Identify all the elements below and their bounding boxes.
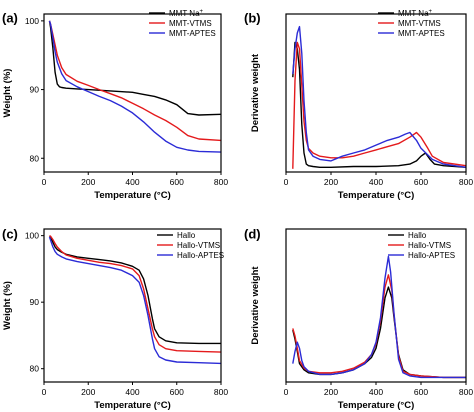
x-tick-label: 400 <box>369 387 383 397</box>
legend-label-sup: + <box>200 9 204 15</box>
y-tick-label: 90 <box>30 85 40 95</box>
series-line-2 <box>48 20 222 142</box>
x-tick-label: 200 <box>81 387 95 397</box>
series-line-1 <box>48 235 221 345</box>
y-tick-label: 100 <box>25 16 39 26</box>
legend-label-1: Hallo <box>177 231 196 240</box>
x-axis-title: Temperature (°C) <box>338 400 414 411</box>
series-line-3 <box>292 25 467 168</box>
legend-label-sup: + <box>429 9 433 15</box>
x-tick-label: 800 <box>459 387 473 397</box>
legend-label-1: Hallo <box>408 231 427 240</box>
y-tick-label: 90 <box>30 297 40 307</box>
legend-label-2: Hallo-VTMS <box>177 241 220 250</box>
x-tick-label: 800 <box>459 177 473 187</box>
x-axis-title: Temperature (°C) <box>338 190 414 201</box>
x-tick-label: 400 <box>369 177 383 187</box>
panel-c: (c) 0 200 400 600 800 80 90 100 Temperature (°C) W… <box>2 227 228 411</box>
legend-label-3: MMT-APTES <box>169 29 216 38</box>
x-tick-label: 0 <box>284 177 289 187</box>
x-tick-label: 600 <box>414 177 428 187</box>
x-tick-label: 200 <box>81 177 95 187</box>
x-tick-label: 0 <box>284 387 289 397</box>
x-tick-label: 0 <box>42 177 47 187</box>
y-tick-label: 80 <box>30 364 40 374</box>
x-tick-label: 600 <box>414 387 428 397</box>
y-axis-title: Weight (%) <box>2 281 13 330</box>
series-line-2 <box>292 41 467 169</box>
x-axis-title: Temperature (°C) <box>94 400 170 411</box>
y-tick-label: 80 <box>30 153 40 163</box>
legend-label-main: MMT Na <box>398 9 429 18</box>
panel-letter: (a) <box>2 11 18 26</box>
y-axis-title: Derivative weight <box>250 266 261 345</box>
x-tick-label: 800 <box>214 387 228 397</box>
series-line-1 <box>48 20 222 116</box>
panel-letter: (d) <box>244 227 261 242</box>
x-tick-label: 600 <box>170 177 184 187</box>
x-tick-label: 400 <box>125 177 139 187</box>
x-tick-label: 600 <box>170 387 184 397</box>
legend-label-2: MMT-VTMS <box>398 19 441 28</box>
legend-label-1: MMT Na+ <box>398 9 433 18</box>
x-tick-label: 0 <box>42 387 47 397</box>
legend-label-3: Hallo-APTES <box>177 251 224 260</box>
plot-area <box>292 255 466 379</box>
plot-area <box>48 235 222 365</box>
panel-letter: (c) <box>2 227 18 242</box>
panel-a: (a) 0 200 400 600 800 80 90 100 Temperature (°C) W… <box>2 9 228 201</box>
y-axis-title: Weight (%) <box>2 69 13 118</box>
plot-area <box>292 25 467 169</box>
x-tick-label: 400 <box>125 387 139 397</box>
y-axis-title: Derivative weight <box>250 53 261 132</box>
legend-label-3: MMT-APTES <box>398 29 445 38</box>
panel-d: (d) 0 200 400 600 800 Temperature (°C) Derivati… <box>244 227 473 411</box>
legend-label-2: Hallo-VTMS <box>408 241 451 250</box>
x-axis-title: Temperature (°C) <box>94 190 170 201</box>
series-line-1 <box>292 41 467 168</box>
series-line-3 <box>48 20 222 153</box>
plot-area <box>48 20 222 153</box>
x-tick-label: 800 <box>214 177 228 187</box>
panel-letter: (b) <box>244 11 261 26</box>
series-line-3 <box>292 255 466 379</box>
y-tick-label: 100 <box>25 231 39 241</box>
series-line-3 <box>48 236 222 365</box>
x-tick-label: 200 <box>324 177 338 187</box>
legend-label-3: Hallo-APTES <box>408 251 455 260</box>
legend-label-2: MMT-VTMS <box>169 19 212 28</box>
x-tick-label: 200 <box>324 387 338 397</box>
series-line-2 <box>49 235 222 353</box>
legend-label-1: MMT Na+ <box>169 9 204 18</box>
panel-b: (b) 0 200 400 600 800 Temperature (°C) Derivati… <box>244 9 473 201</box>
legend-label-main: MMT Na <box>169 9 200 18</box>
series-line-1 <box>292 286 466 379</box>
